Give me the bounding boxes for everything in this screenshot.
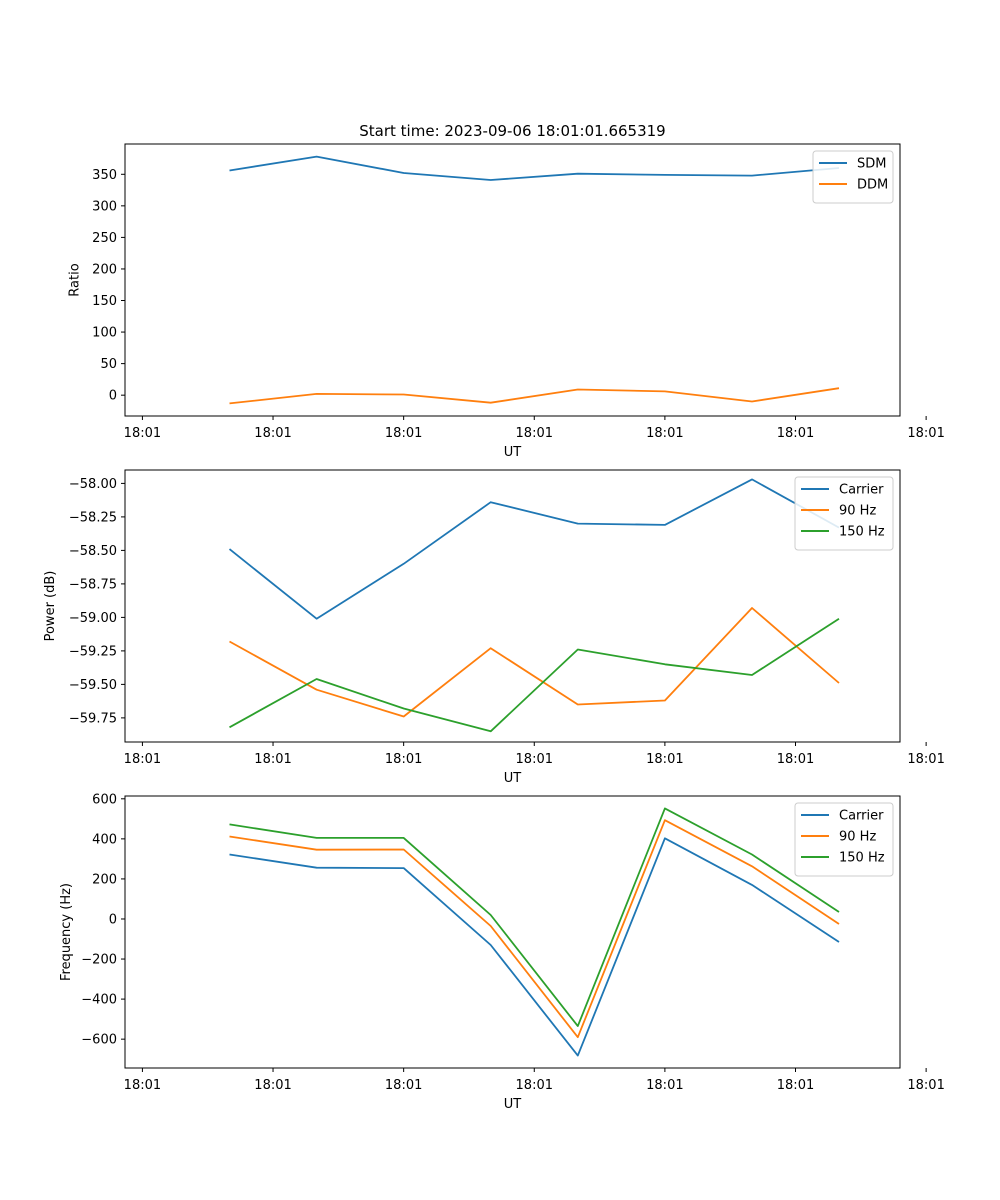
chart2-series-line-carrier	[228, 478, 840, 620]
chart2-legend: Carrier 90 Hz 150 Hz	[794, 476, 894, 551]
chart3-series-line-150-hz	[229, 807, 840, 1027]
chart3-x-tick-label: 18:01	[646, 1078, 683, 1093]
chart3-group: −600 −400 −200 0 200 400 600 18:01 18:01 18:01 18:…	[59, 792, 945, 1112]
chart1-legend-label: SDM	[857, 157, 886, 172]
chart2-x-tick-label: 18:01	[385, 752, 422, 767]
chart3-series-line-90-hz	[229, 819, 840, 1039]
chart2-x-tick-label: 18:01	[907, 752, 944, 767]
chart1-y-tick-label: 50	[100, 357, 117, 372]
chart1-series-line-ddm	[229, 387, 840, 405]
chart2-legend-label: Carrier	[839, 483, 884, 498]
chart2-y-tick-label: −59.75	[69, 711, 117, 726]
chart1-group: 0 50 100 150 200 250 300 350 18:01 18:01 18:01 18:0…	[67, 143, 945, 460]
chart3-x-tick-label: 18:01	[777, 1078, 814, 1093]
chart2-y-tick-label: −58.00	[69, 477, 117, 492]
chart1-x-axis-label: UT	[504, 445, 522, 460]
chart2-y-tick-label: −58.25	[69, 510, 117, 525]
chart2-y-axis-label: Power (dB)	[43, 571, 58, 642]
chart2-series-line-90-hz	[229, 607, 840, 718]
chart2-series-line-150-hz	[229, 617, 840, 733]
chart3-y-tick-label: −400	[81, 993, 117, 1008]
chart3-y-tick-label: 400	[92, 832, 117, 847]
chart2-x-tick-label: 18:01	[124, 752, 161, 767]
chart2-x-axis-label: UT	[504, 771, 522, 786]
chart2-y-tick-label: −59.25	[69, 644, 117, 659]
chart1-axes-frame	[124, 143, 901, 417]
chart3-y-tick-label: −600	[81, 1033, 117, 1048]
chart3-legend-label: 150 Hz	[839, 851, 885, 866]
chart1-y-tick-label: 150	[92, 294, 117, 309]
chart1-y-tick-label: 250	[92, 231, 117, 246]
chart3-legend: Carrier 90 Hz 150 Hz	[794, 802, 894, 877]
chart1-legend: SDM DDM	[812, 150, 894, 204]
chart2-x-tick-label: 18:01	[254, 752, 291, 767]
chart1-y-tick-label: 350	[92, 168, 117, 183]
chart1-y-tick-label: 100	[92, 326, 117, 341]
chart2-group: −59.75 −59.50 −59.25 −59.00 −58.75 −58.50 −58.…	[43, 469, 945, 786]
chart2-x-tick-label: 18:01	[516, 752, 553, 767]
chart1-x-tick-label: 18:01	[907, 426, 944, 441]
chart3-x-tick-label: 18:01	[254, 1078, 291, 1093]
chart3-legend-label: 90 Hz	[839, 830, 876, 845]
chart1-x-tick-label: 18:01	[777, 426, 814, 441]
chart1-x-tick-label: 18:01	[646, 426, 683, 441]
chart3-y-axis-label: Frequency (Hz)	[59, 883, 74, 981]
chart3-y-tick-label: 0	[109, 912, 117, 927]
chart1-x-tick-label: 18:01	[516, 426, 553, 441]
chart2-x-tick-label: 18:01	[777, 752, 814, 767]
chart1-y-tick-label: 200	[92, 262, 117, 277]
chart2-legend-label: 150 Hz	[839, 525, 885, 540]
chart3-x-tick-label: 18:01	[124, 1078, 161, 1093]
chart3-y-tick-label: −200	[81, 953, 117, 968]
chart3-x-tick-label: 18:01	[907, 1078, 944, 1093]
chart3-x-axis-label: UT	[504, 1097, 522, 1112]
chart2-x-tick-label: 18:01	[646, 752, 683, 767]
chart2-y-tick-label: −59.50	[69, 678, 117, 693]
chart3-series-line-carrier	[229, 837, 840, 1057]
chart1-x-tick-label: 18:01	[254, 426, 291, 441]
chart2-legend-label: 90 Hz	[839, 504, 876, 519]
chart2-axes-frame	[124, 469, 901, 743]
chart1-y-tick-label: 0	[109, 389, 117, 404]
chart1-series-line-sdm	[229, 155, 840, 181]
chart3-x-tick-label: 18:01	[385, 1078, 422, 1093]
chart3-legend-label: Carrier	[839, 809, 884, 824]
chart3-axes-frame	[124, 795, 901, 1069]
chart3-y-tick-label: 200	[92, 872, 117, 887]
chart1-y-tick-label: 300	[92, 199, 117, 214]
chart2-y-tick-label: −58.75	[69, 577, 117, 592]
chart1-legend-label: DDM	[857, 178, 888, 193]
chart2-y-tick-label: −58.50	[69, 544, 117, 559]
chart1-x-tick-label: 18:01	[124, 426, 161, 441]
chart3-y-tick-label: 600	[92, 792, 117, 807]
chart2-y-tick-label: −59.00	[69, 611, 117, 626]
figure-title: Start time: 2023-09-06 18:01:01.665319	[359, 122, 665, 140]
chart1-x-tick-label: 18:01	[385, 426, 422, 441]
chart3-x-tick-label: 18:01	[516, 1078, 553, 1093]
chart1-y-axis-label: Ratio	[67, 263, 82, 296]
